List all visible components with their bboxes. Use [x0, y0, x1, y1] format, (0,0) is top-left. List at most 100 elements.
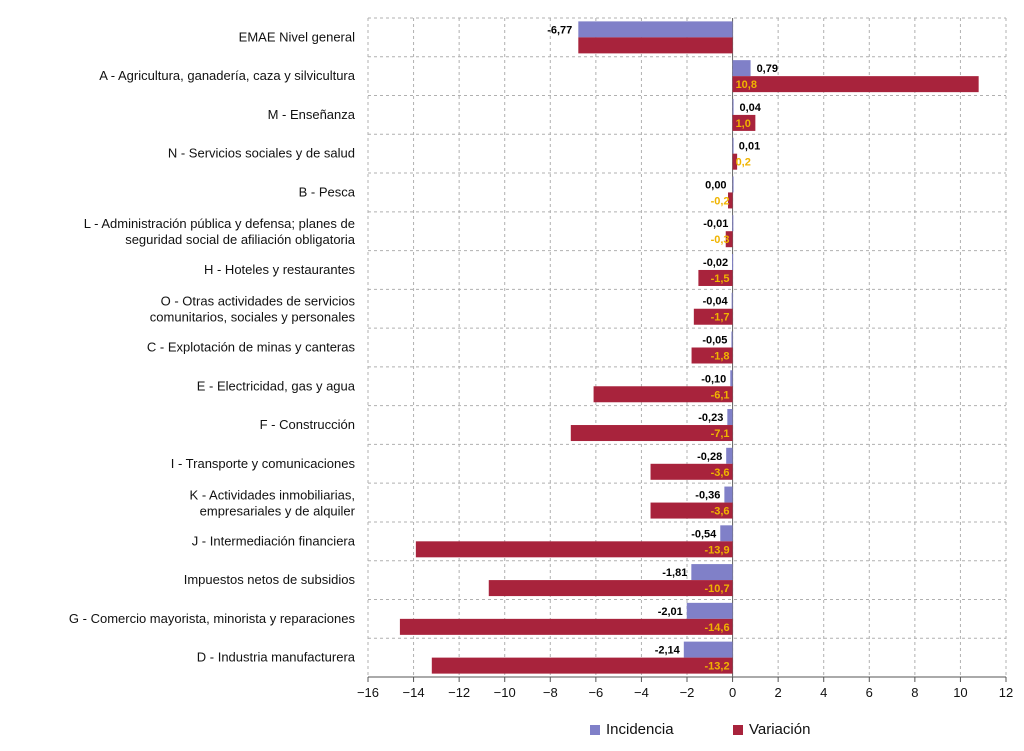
data-label-incidencia: -0,28: [697, 451, 722, 463]
data-label-variacion: 1,0: [736, 118, 751, 130]
data-label-incidencia: 0,04: [739, 102, 761, 114]
bar-incidencia: [732, 254, 733, 270]
category-label: L - Administración pública y defensa; pl…: [84, 216, 356, 247]
bar-variacion: [432, 658, 733, 674]
bar-variacion: [571, 425, 733, 441]
legend-label-incidencia: Incidencia: [606, 721, 674, 738]
bar-incidencia: [732, 293, 733, 309]
category-label: G - Comercio mayorista, minorista y repa…: [69, 611, 356, 626]
category-label: O - Otras actividades de servicios comuni…: [150, 294, 356, 325]
category-label: F - Construcción: [260, 417, 355, 432]
x-tick-label: 0: [729, 685, 736, 700]
x-tick-label: −10: [494, 685, 516, 700]
legend-swatch-incidencia: [590, 725, 600, 735]
data-label-variacion: -1,7: [711, 312, 730, 324]
x-tick-label: −16: [357, 685, 379, 700]
data-label-variacion: -13,9: [704, 544, 729, 556]
bar-incidencia: [726, 448, 732, 464]
x-tick-label: 8: [911, 685, 918, 700]
legend-swatch-variacion: [733, 725, 743, 735]
data-label-variacion: -1,8: [711, 351, 730, 363]
bar-incidencia: [733, 60, 751, 76]
legend-item-incidencia: Incidencia: [590, 721, 674, 738]
data-label-incidencia: 0,01: [739, 141, 760, 153]
category-label: D - Industria manufacturera: [197, 650, 356, 665]
category-label-line: O - Otras actividades de servicios: [161, 294, 356, 309]
data-label-incidencia: -2,01: [658, 606, 683, 618]
data-label-variacion: -3,6: [711, 467, 730, 479]
category-label: M - Enseñanza: [268, 107, 356, 122]
bar-incidencia: [724, 487, 732, 503]
data-label-variacion: -14,6: [704, 622, 729, 634]
data-label-variacion: -6,1: [711, 389, 730, 401]
category-label: I - Transporte y comunicaciones: [171, 456, 356, 471]
legend-label-variacion: Variación: [749, 721, 810, 738]
bar-incidencia: [691, 564, 732, 580]
data-label-variacion: -0,3: [711, 234, 730, 246]
category-label: H - Hoteles y restaurantes: [204, 262, 356, 277]
category-label: A - Agricultura, ganadería, caza y silvi…: [99, 68, 356, 83]
category-label-line: empresariales y de alquiler: [200, 504, 356, 519]
legend: Incidencia Variación: [0, 721, 1024, 743]
data-label-variacion: -13,2: [704, 661, 729, 673]
data-label-variacion: 10,8: [736, 79, 757, 91]
category-label: N - Servicios sociales y de salud: [168, 146, 355, 161]
bar-incidencia: [733, 176, 734, 192]
data-label-incidencia: -0,36: [695, 490, 720, 502]
data-label-incidencia: -0,54: [691, 528, 717, 540]
bar-variacion: [400, 619, 733, 635]
legend-item-variacion: Variación: [733, 721, 810, 738]
x-tick-label: 12: [999, 685, 1013, 700]
category-label: K - Actividades inmobiliarias, empresaria…: [190, 488, 356, 519]
x-tick-label: −4: [634, 685, 649, 700]
data-label-variacion: -0,2: [711, 195, 730, 207]
x-tick-label: −14: [403, 685, 425, 700]
x-tick-label: 2: [775, 685, 782, 700]
x-tick-label: −12: [448, 685, 470, 700]
x-tick-label: −6: [588, 685, 603, 700]
data-label-incidencia: -0,10: [701, 373, 726, 385]
bar-incidencia: [733, 138, 734, 154]
category-label-line: L - Administración pública y defensa; pl…: [84, 216, 355, 231]
x-tick-label: −2: [680, 685, 695, 700]
category-label: EMAE Nivel general: [239, 29, 355, 44]
bar-incidencia: [684, 642, 733, 658]
data-label-incidencia: -6,77: [547, 24, 572, 36]
category-label-line: seguridad social de afiliación obligator…: [125, 232, 356, 247]
bar-incidencia: [731, 332, 732, 348]
category-label: C - Explotación de minas y canteras: [147, 340, 356, 355]
data-label-incidencia: 0,79: [757, 63, 778, 75]
bar-incidencia: [578, 21, 732, 37]
data-label-variacion: -1,5: [711, 273, 730, 285]
bar-incidencia: [720, 525, 732, 541]
x-tick-label: 6: [866, 685, 873, 700]
x-tick-label: 10: [953, 685, 967, 700]
x-tick-label: 4: [820, 685, 827, 700]
data-label-incidencia: -2,14: [655, 645, 681, 657]
data-label-incidencia: -0,02: [703, 257, 728, 269]
chart-svg: −16 −14 −12 −10 −8 −6 −4 −2 0 2 4 6 8 10 12 EMAE Nivel …: [0, 0, 1024, 720]
bar-incidencia: [727, 409, 732, 425]
data-label-variacion: 0,2: [736, 157, 751, 169]
category-label-line: K - Actividades inmobiliarias,: [190, 488, 355, 503]
bar-incidencia: [687, 603, 733, 619]
data-label-incidencia: -0,04: [703, 296, 729, 308]
bar-variacion: [416, 541, 733, 557]
bar-variacion: [733, 76, 979, 92]
data-label-incidencia: -0,05: [702, 335, 727, 347]
bar-variacion: [578, 37, 732, 53]
data-label-variacion: -3,6: [711, 506, 730, 518]
data-label-incidencia: -1,81: [662, 567, 687, 579]
category-label: Impuestos netos de subsidios: [184, 572, 356, 587]
bar-incidencia: [730, 370, 732, 386]
bar-incidencia: [733, 99, 734, 115]
data-label-incidencia: 0,00: [705, 179, 726, 191]
category-label-line: comunitarios, sociales y personales: [150, 310, 356, 325]
category-label: J - Intermediación financiera: [192, 533, 356, 548]
category-label: B - Pesca: [299, 184, 356, 199]
data-label-incidencia: -0,01: [703, 218, 728, 230]
x-tick-label: −8: [543, 685, 558, 700]
bar-variacion: [489, 580, 733, 596]
data-label-variacion: -7,1: [711, 428, 730, 440]
data-label-incidencia: -0,23: [698, 412, 723, 424]
